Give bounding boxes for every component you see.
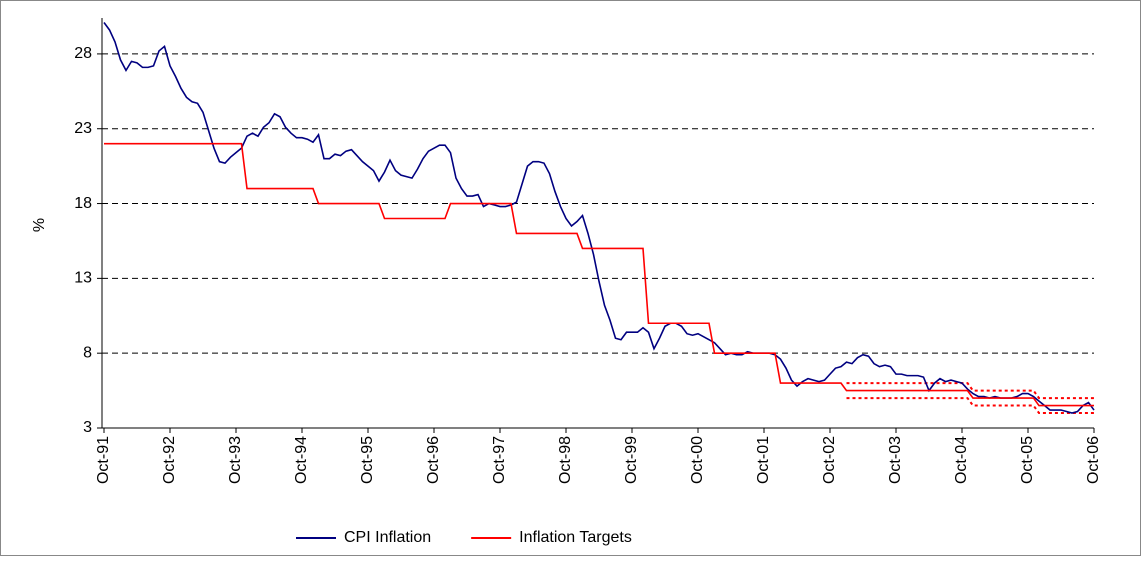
x-tick-label: Oct-03 [887,436,904,484]
series-line [104,142,1094,407]
x-tick-label: Oct-05 [1019,436,1036,484]
y-tick-label: 8 [83,344,92,361]
y-tick-label: 13 [74,270,92,287]
y-tick-label: 18 [74,195,92,212]
x-tick-label: Oct-95 [359,436,376,484]
x-tick-label: Oct-92 [161,436,178,484]
y-tick-label: 3 [83,419,92,436]
x-tick-label: Oct-94 [293,436,310,484]
legend-label: CPI Inflation [344,529,431,546]
x-tick-label: Oct-91 [95,436,112,484]
x-tick-label: Oct-01 [755,436,772,484]
x-tick-label: Oct-96 [425,436,442,484]
x-tick-label: Oct-00 [689,436,706,484]
legend-label: Inflation Targets [519,529,632,546]
x-tick-label: Oct-98 [557,436,574,484]
y-tick-label: 28 [74,45,92,62]
x-tick-label: Oct-06 [1085,436,1102,484]
x-tick-label: Oct-99 [623,436,640,484]
x-tick-label: Oct-93 [227,436,244,484]
y-axis-label: % [31,218,48,232]
x-tick-label: Oct-04 [953,436,970,484]
x-tick-label: Oct-97 [491,436,508,484]
y-tick-label: 23 [74,120,92,137]
x-tick-label: Oct-02 [821,436,838,484]
